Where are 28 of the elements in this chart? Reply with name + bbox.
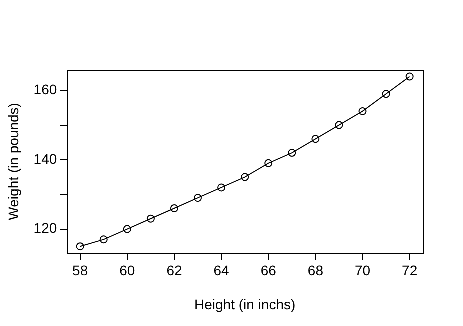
x-tick-label: 70 [354,262,371,279]
point [264,159,273,168]
point [76,242,84,251]
point [406,72,414,81]
point [194,194,202,202]
point [312,135,320,144]
point [241,173,250,182]
x-tick-label: 66 [260,262,277,279]
point [382,90,390,98]
x-tick-label: 62 [166,262,182,279]
x-axis-title: Height (in inchs) [194,296,296,312]
y-axis-title: Weight (in pounds) [5,103,22,220]
x-tick-label: 72 [402,262,418,279]
point [358,107,367,116]
point [100,236,108,244]
x-tick-label: 64 [214,262,230,279]
point [123,225,132,234]
point [288,149,296,158]
y-tick-label: 120 [34,220,58,236]
y-tick-label: 140 [34,150,58,167]
point [170,204,178,212]
point [146,214,155,223]
y-tick-label: 160 [34,82,58,98]
x-tick-label: 60 [120,262,136,279]
x-tick-label: 58 [72,262,88,279]
point [335,121,344,130]
x-tick-label: 68 [308,262,324,279]
point [218,184,226,192]
